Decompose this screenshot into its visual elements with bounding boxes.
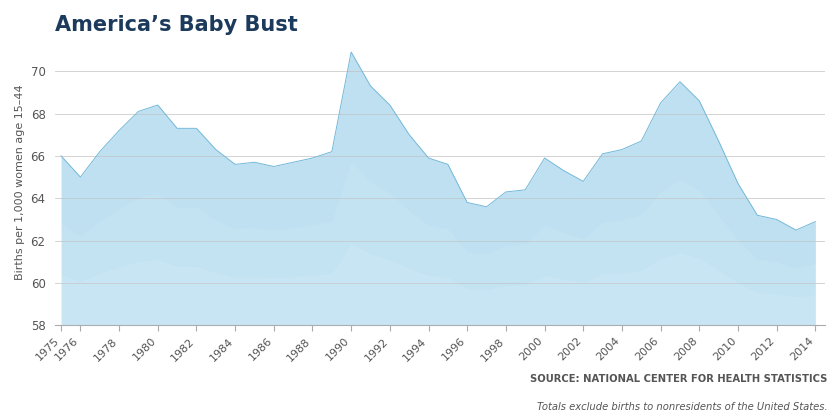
Y-axis label: Births per 1,000 women age 15–44: Births per 1,000 women age 15–44 [15,84,25,280]
Text: America’s Baby Bust: America’s Baby Bust [55,15,298,35]
Text: Totals exclude births to nonresidents of the United States.: Totals exclude births to nonresidents of… [537,402,827,412]
Text: SOURCE: NATIONAL CENTER FOR HEALTH STATISTICS: SOURCE: NATIONAL CENTER FOR HEALTH STATI… [530,374,827,384]
